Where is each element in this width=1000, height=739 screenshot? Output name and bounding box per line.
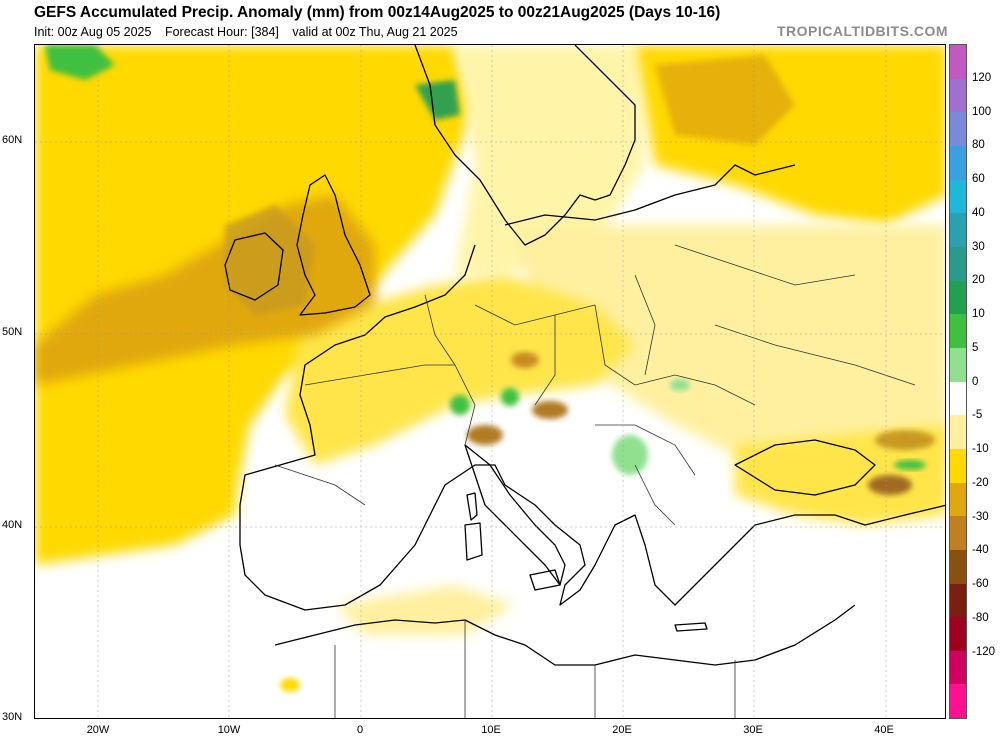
colorbar-swatch	[950, 482, 966, 517]
lat-label-30n: 30N	[2, 711, 23, 723]
lon-label-10e: 10E	[481, 724, 501, 736]
colorbar-swatch	[950, 280, 966, 315]
colorbar-swatch	[950, 516, 966, 550]
lon-label-40e: 40E	[874, 724, 894, 736]
colorbar-tick-label: -30	[972, 510, 989, 523]
colorbar-tick-label: -80	[972, 611, 989, 624]
colorbar-tick-label: -40	[972, 544, 989, 557]
colorbar-tick-label: 80	[972, 139, 985, 152]
colorbar-tick-label: -10	[972, 443, 989, 455]
colorbar-swatch	[950, 246, 966, 281]
lon-label-30e: 30E	[743, 724, 763, 736]
coastlines	[224, 45, 945, 666]
colorbar-swatch	[950, 448, 966, 483]
colorbar-tick-label: 5	[972, 341, 979, 354]
colorbar-swatch	[950, 78, 966, 113]
country-borders	[274, 244, 916, 718]
lat-label-60n: 60N	[2, 134, 23, 146]
colorbar-tick-label: 10	[972, 308, 985, 320]
lon-label-20e: 20E	[612, 724, 632, 736]
colorbar-tick-label: 30	[972, 240, 985, 253]
lon-label-10w: 10W	[217, 724, 241, 736]
colorbar-swatch	[950, 145, 966, 180]
colorbar-legend	[949, 44, 967, 719]
graticule	[35, 45, 945, 718]
colorbar-tick-label: -120	[972, 645, 996, 658]
colorbar-tick-label: 0	[972, 375, 979, 388]
colorbar-swatch	[950, 314, 966, 348]
colorbar-tick-label: -20	[972, 476, 989, 489]
colorbar-swatch	[950, 179, 966, 214]
colorbar-swatch	[950, 650, 966, 685]
forecast-hour: Forecast Hour: [384]	[164, 25, 279, 39]
colorbar-tick-label: -5	[972, 409, 983, 422]
map-panel	[34, 44, 946, 719]
anomaly-shading	[35, 45, 945, 718]
colorbar-tick-label: -60	[972, 578, 989, 590]
colorbar-swatch	[950, 617, 966, 651]
colorbar-swatch	[950, 684, 966, 719]
colorbar-swatch	[950, 112, 966, 146]
colorbar-swatch	[950, 381, 966, 416]
anomaly-map	[35, 45, 945, 718]
colorbar-tick-label: 40	[972, 206, 985, 219]
colorbar-swatch	[950, 583, 966, 618]
lat-label-40n: 40N	[2, 519, 23, 531]
init-time: Init: 00z Aug 05 2025	[34, 25, 152, 39]
colorbar-swatch	[950, 347, 966, 382]
map-subtitle: Init: 00z Aug 05 2025 Forecast Hour: [38…	[34, 25, 468, 39]
lon-label-20w: 20W	[86, 724, 110, 736]
colorbar-swatch	[950, 415, 966, 449]
colorbar-tick-label: 120	[972, 71, 992, 84]
lat-label-50n: 50N	[2, 326, 23, 338]
colorbar-tick-label: 100	[972, 105, 992, 118]
colorbar-tick-label: 60	[972, 173, 985, 185]
map-title: GEFS Accumulated Precip. Anomaly (mm) fr…	[34, 4, 721, 21]
colorbar-tick-label: 20	[972, 274, 985, 287]
colorbar-swatch	[950, 549, 966, 584]
colorbar-swatch	[950, 213, 966, 247]
brand-watermark: TROPICALTIDBITS.COM	[776, 23, 948, 39]
valid-time: valid at 00z Thu, Aug 21 2025	[292, 25, 458, 39]
colorbar-swatch	[950, 45, 966, 79]
lon-label-0: 0	[356, 724, 364, 736]
